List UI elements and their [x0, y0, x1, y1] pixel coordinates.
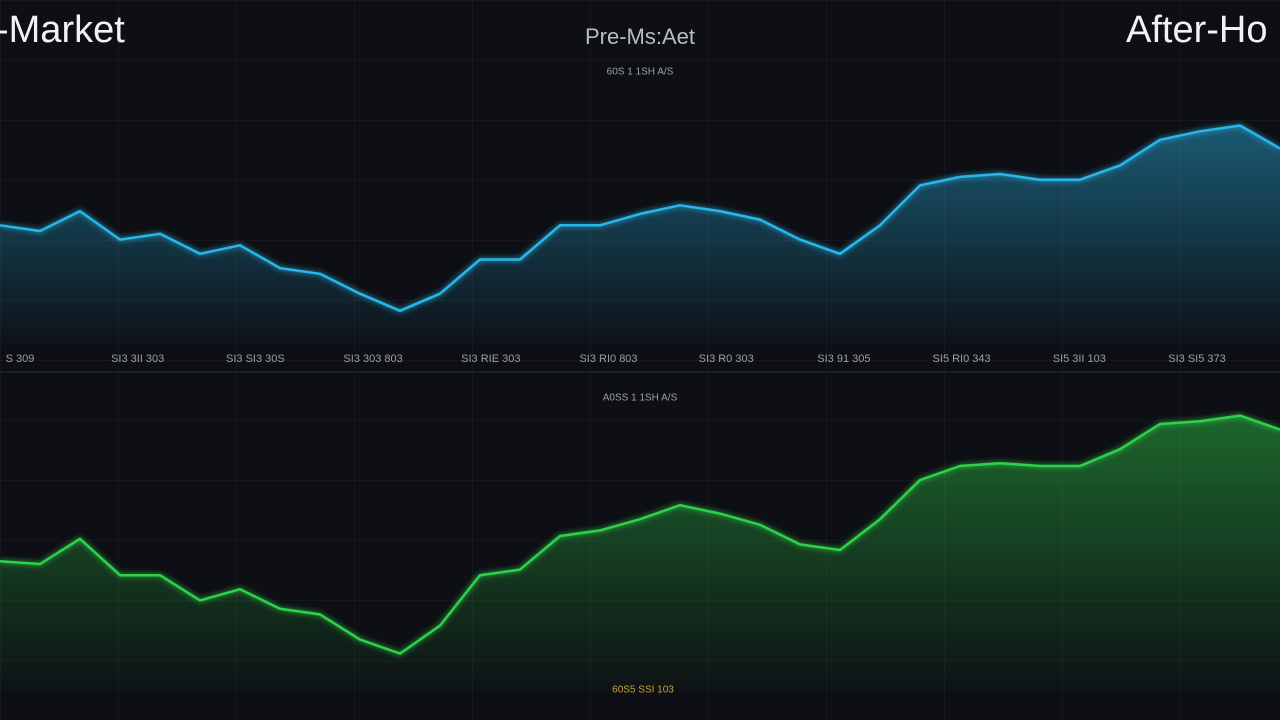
line: [0, 124, 1280, 313]
area: [0, 415, 1280, 690]
header-left: -Market: [0, 9, 125, 51]
x-tick-label: SI3 3II 303: [111, 353, 164, 365]
x-tick-label: SI3 RI0 803: [579, 353, 637, 365]
x-tick-label: SI5 3II 103: [1053, 353, 1106, 365]
chart-subtitle: A0SS 1 1SH A/S: [603, 393, 678, 404]
header-center: Pre-Ms:Aet: [585, 24, 695, 49]
x-tick-label: SI3 SI3 30S: [226, 353, 285, 365]
line: [0, 414, 1280, 655]
chart-footer: 60S5 SSI 103: [612, 685, 674, 696]
x-tick-label: SI3 R0 303: [699, 353, 754, 365]
x-tick-label: SI3 RIE 303: [461, 353, 520, 365]
header-right: After-Ho: [1126, 9, 1267, 51]
x-tick-label: S 309: [6, 353, 35, 365]
x-tick-label: SI3 91 305: [817, 353, 870, 365]
area: [0, 125, 1280, 345]
x-tick-label: SI3 SI5 373: [1168, 353, 1226, 365]
x-tick-label: SI5 RI0 343: [933, 353, 991, 365]
chart-subtitle: 60S 1 1SH A/S: [607, 67, 674, 78]
x-tick-label: SI3 303 803: [343, 353, 402, 365]
